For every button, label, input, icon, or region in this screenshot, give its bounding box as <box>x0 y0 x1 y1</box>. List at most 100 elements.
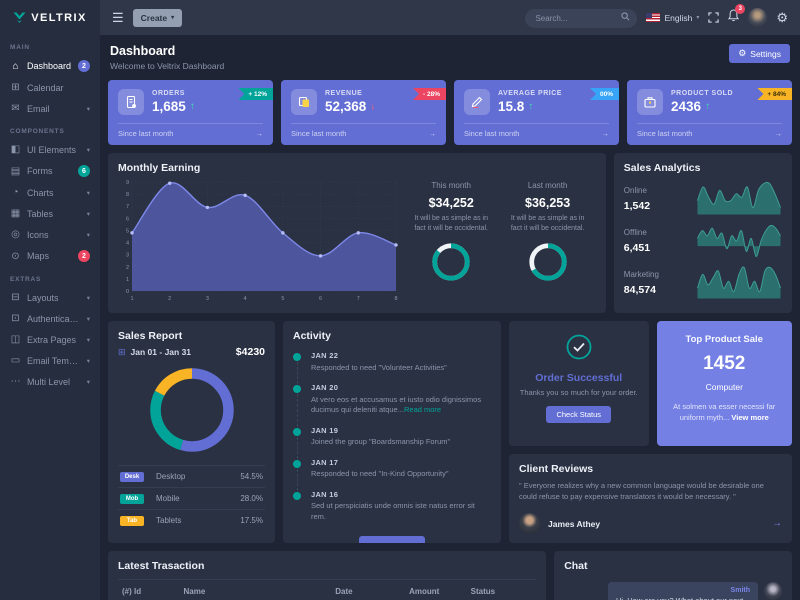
svg-text:1: 1 <box>130 296 133 302</box>
language-selector[interactable]: English ▾ <box>646 13 699 23</box>
chat-message: Smith Hi, How are you? What about our ne… <box>564 582 782 600</box>
top-product-sale-card[interactable]: Top Product Sale 1452 Computer At solmen… <box>656 321 792 446</box>
arrow-right-icon[interactable]: → <box>255 129 264 138</box>
activity-item: JAN 20 At vero eos et accusamus et iusto… <box>293 383 491 426</box>
mail-template-icon: ▭ <box>10 355 21 366</box>
load-more-button[interactable]: Load More <box>358 536 426 543</box>
svg-text:6: 6 <box>319 296 322 302</box>
revenue-copy-icon <box>291 89 317 115</box>
this-month-block: This month $34,252 It will be as simple … <box>403 176 499 304</box>
sidebar-item-extra-pages[interactable]: ◫ Extra Pages ▾ <box>10 334 90 345</box>
page-subtitle: Welcome to Veltrix Dashboard <box>110 61 225 71</box>
menu-toggle-icon[interactable]: ☰ <box>112 9 124 25</box>
sidebar-item-authentication[interactable]: ⊡ Authentication ▾ <box>11 313 90 324</box>
sidebar: VELTRIX MAIN ⌂ Dashboard 2 ⊞ Calendar ✉ … <box>0 0 100 600</box>
activity-card: Activity JAN 22 Responded to need "Volun… <box>283 321 501 543</box>
read-more-link[interactable]: Read more <box>403 405 442 414</box>
stat-card-revenue[interactable]: - 28% REVENUE 52,368 ↓ Since last month → <box>281 80 446 145</box>
chat-avatar <box>764 582 782 600</box>
dots-icon: ⋯ <box>10 376 21 387</box>
review-quote: " Everyone realizes why a new common lan… <box>519 480 764 502</box>
svg-text:9: 9 <box>126 180 129 186</box>
pencil-icon <box>464 89 490 115</box>
notifications-button[interactable]: 3 <box>728 3 746 27</box>
sales-total: $4230 <box>235 346 265 358</box>
svg-text:7: 7 <box>126 204 129 210</box>
sidebar-item-calendar[interactable]: ⊞ Calendar <box>11 82 64 93</box>
topbar: ☰ Create ▾ English ▾ 3 ⚙ <box>100 0 800 35</box>
arrow-up-icon: ↑ <box>705 101 711 112</box>
veltrix-logo-icon <box>13 12 26 23</box>
online-sparkline-chart <box>697 182 781 215</box>
settings-button[interactable]: ⚙ Settings <box>729 44 790 63</box>
svg-text:5: 5 <box>281 296 284 302</box>
map-pin-icon: ⊙ <box>11 250 20 262</box>
arrow-right-icon[interactable]: → <box>428 129 437 138</box>
timeline-dot-icon <box>293 491 301 500</box>
stat-card-orders[interactable]: + 12% ORDERS 1,685 ↑ Since last month → <box>108 80 273 145</box>
sales-report-donut-chart <box>149 368 234 452</box>
sidebar-item-charts[interactable]: ◔ Charts ▾ <box>0 182 100 203</box>
sidebar-item-multi-level[interactable]: ⋯ Multi Level ▾ <box>10 376 91 387</box>
chevron-down-icon: ▾ <box>86 105 90 113</box>
brand-logo[interactable]: VELTRIX <box>0 0 100 35</box>
latest-transaction-card: Latest Trasaction (#) Id Name Date Amoun… <box>108 551 547 600</box>
user-avatar[interactable] <box>748 8 768 27</box>
sidebar-item-maps[interactable]: ⊙ Maps 2 <box>0 245 100 267</box>
stat-card-product-sold[interactable]: + 84% PRODUCT SOLD 2436 ↑ Since last mont… <box>627 80 792 145</box>
brand-text: VELTRIX <box>31 11 87 24</box>
settings-gear-icon[interactable]: ⚙ <box>776 9 788 25</box>
last-month-block: Last month $36,253 It will be as simple … <box>499 176 595 304</box>
layout-icon: ⊟ <box>11 292 20 303</box>
sidebar-item-dashboard[interactable]: ⌂ Dashboard 2 <box>0 55 100 77</box>
activity-item: JAN 17 Responded to need "In-Kind Opport… <box>293 458 491 491</box>
check-status-button[interactable]: Check Status <box>546 406 612 423</box>
arrow-right-icon[interactable]: → <box>774 129 783 138</box>
chevron-down-icon: ▾ <box>86 315 90 323</box>
us-flag-icon <box>646 13 661 22</box>
sidebar-item-icons[interactable]: ◎ Icons ▾ <box>11 229 90 240</box>
chevron-down-icon: ▾ <box>86 210 90 218</box>
chevron-down-icon: ▾ <box>86 357 90 365</box>
order-successful-card: Order Successful Thanks you so much for … <box>509 321 649 446</box>
reviewer-name: James Athey <box>548 518 601 529</box>
last-month-radial-chart <box>528 243 567 281</box>
forms-badge: 6 <box>78 165 90 177</box>
stat-card-average-price[interactable]: 00% AVERAGE PRICE 15.8 ↑ Since last month… <box>454 80 619 145</box>
date-range[interactable]: Jan 01 - Jan 31 <box>130 347 192 357</box>
view-more-link[interactable]: View more <box>731 413 769 423</box>
calendar-icon: ⊞ <box>11 82 20 93</box>
fullscreen-icon[interactable] <box>708 12 720 23</box>
search-icon <box>621 12 630 21</box>
sidebar-item-tables[interactable]: ▦ Tables ▾ <box>10 208 90 219</box>
create-button[interactable]: Create ▾ <box>132 8 183 27</box>
search-input[interactable] <box>525 8 638 28</box>
sidebar-item-ui-elements[interactable]: ◧ UI Elements ▾ <box>10 144 90 155</box>
sidebar-item-layouts[interactable]: ⊟ Layouts ▾ <box>11 292 90 303</box>
svg-text:2: 2 <box>126 265 129 271</box>
table-icon: ▦ <box>10 208 21 219</box>
arrow-down-icon: ↓ <box>370 101 376 112</box>
arrow-right-icon[interactable]: → <box>601 129 610 138</box>
sidebar-item-forms[interactable]: ▤ Forms 6 <box>0 160 100 182</box>
check-circle-icon <box>566 334 592 360</box>
chat-bubble: Smith Hi, How are you? What about our ne… <box>608 582 758 600</box>
analytics-marketing-row: Marketing 84,574 <box>624 266 782 300</box>
sidebar-item-email[interactable]: ✉ Email ▾ <box>11 103 90 114</box>
reviewer-avatar <box>519 513 540 534</box>
marketing-sparkline-chart <box>697 266 781 299</box>
arrow-up-icon: ↑ <box>528 101 534 112</box>
revenue-trend-badge: - 28% <box>413 88 446 100</box>
offline-sparkline-chart <box>697 224 781 258</box>
arrow-right-icon[interactable]: → <box>772 518 782 529</box>
sales-analytics-card: Sales Analytics Online 1,542 Offline 6,4… <box>613 153 792 313</box>
stat-cards-row: + 12% ORDERS 1,685 ↑ Since last month → -… <box>108 80 792 145</box>
legend-row-tablets: Tab Tablets 17.5% <box>118 509 265 531</box>
timeline-dot-icon <box>293 353 301 361</box>
sidebar-item-email-templates[interactable]: ▭ Email Templates ▾ <box>10 355 90 366</box>
legend-row-mobile: Mob Mobile 28.0% <box>118 487 265 509</box>
analytics-online-row: Online 1,542 <box>624 182 782 216</box>
svg-text:3: 3 <box>206 296 209 302</box>
timeline-dot-icon <box>293 459 301 468</box>
